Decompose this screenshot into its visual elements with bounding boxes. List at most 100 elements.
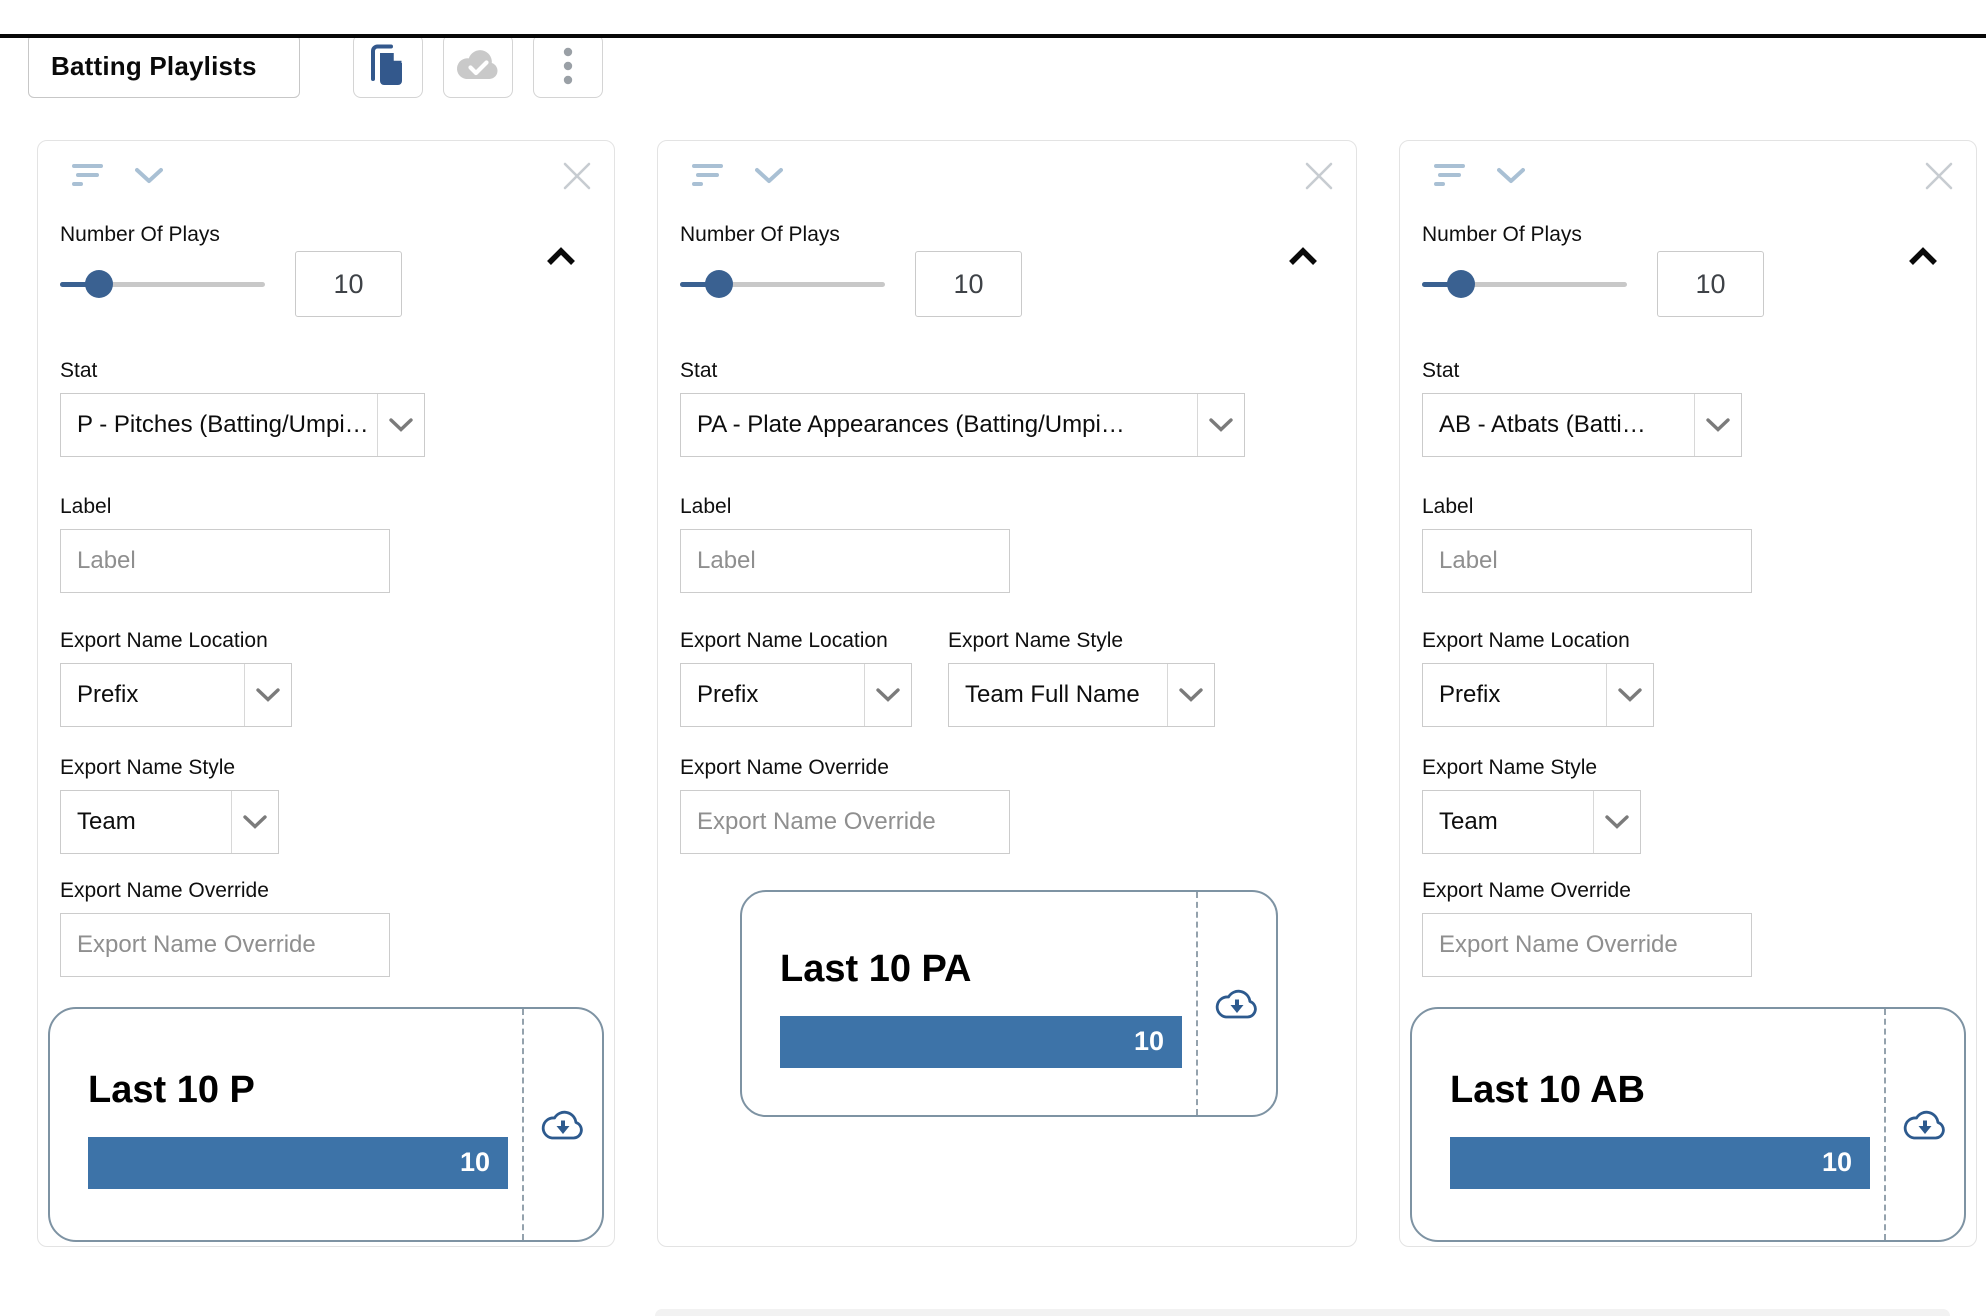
export-name-style-select[interactable]: Team: [60, 790, 279, 854]
collapse-card-button[interactable]: [1288, 247, 1318, 267]
chevron-down-icon: [1706, 418, 1730, 432]
preview-count: 10: [1133, 1026, 1164, 1056]
number-of-plays-label: Number Of Plays: [60, 223, 220, 246]
collapse-card-button[interactable]: [546, 247, 576, 267]
chevron-down-icon[interactable]: [755, 167, 783, 184]
number-of-plays-slider[interactable]: [1422, 251, 1627, 317]
close-icon: [1305, 162, 1333, 190]
stat-label: Stat: [1422, 359, 1460, 382]
number-of-plays-slider[interactable]: [680, 251, 885, 317]
export-name-location-value: Prefix: [1439, 681, 1501, 708]
stat-section: Stat AB - Atbats (Batti…: [1422, 359, 1968, 457]
chevron-down-icon[interactable]: [1497, 167, 1525, 184]
close-icon: [563, 162, 591, 190]
playlist-cards-row: Number Of Plays Stat P - Pitches (Battin…: [37, 140, 1986, 1247]
slider-fill: [1422, 282, 1461, 287]
export-name-override-section: Export Name Override: [680, 756, 1348, 854]
chevron-down-icon: [256, 688, 280, 702]
chevron-up-icon: [546, 247, 576, 267]
card-toolbar: [666, 155, 1348, 187]
export-name-location-section: Export Name Location Prefix: [60, 629, 606, 727]
export-name-override-input[interactable]: [60, 913, 390, 977]
number-of-plays-row: [680, 251, 1318, 317]
chevron-down-icon: [876, 688, 900, 702]
number-of-plays-row: [1422, 251, 1938, 317]
chevron-down-icon: [1618, 688, 1642, 702]
close-card-button[interactable]: [562, 161, 592, 191]
chevron-down-icon: [1209, 418, 1233, 432]
chevron-down-icon: [1179, 688, 1203, 702]
export-name-style-select[interactable]: Team Full Name: [948, 663, 1215, 727]
export-name-override-section: Export Name Override: [1422, 879, 1968, 977]
stat-select-value: P - Pitches (Batting/Umpi…: [77, 411, 369, 438]
export-name-location-select[interactable]: Prefix: [60, 663, 292, 727]
stat-select-value: PA - Plate Appearances (Batting/Umpi…: [697, 411, 1125, 438]
stat-select[interactable]: P - Pitches (Batting/Umpi…: [60, 393, 425, 457]
chevron-down-icon[interactable]: [135, 167, 163, 184]
filter-icon[interactable]: [1434, 163, 1465, 187]
cloud-download-icon[interactable]: [540, 1107, 586, 1143]
number-of-plays-label: Number Of Plays: [1422, 223, 1582, 246]
export-name-override-label: Export Name Override: [1422, 879, 1631, 902]
label-input[interactable]: [60, 529, 390, 593]
export-name-style-select[interactable]: Team: [1422, 790, 1641, 854]
export-name-override-label: Export Name Override: [680, 756, 889, 779]
card-toolbar: [1408, 155, 1968, 187]
page-title: Batting Playlists: [51, 50, 257, 81]
label-label: Label: [680, 495, 732, 518]
number-of-plays-input[interactable]: [915, 251, 1022, 317]
duplicate-button[interactable]: [352, 34, 423, 98]
stat-section: Stat PA - Plate Appearances (Batting/Ump…: [680, 359, 1348, 457]
more-options-button[interactable]: [532, 34, 603, 98]
stat-section: Stat P - Pitches (Batting/Umpi…: [60, 359, 606, 457]
label-label: Label: [60, 495, 112, 518]
export-name-override-input[interactable]: [1422, 913, 1752, 977]
export-name-location-select[interactable]: Prefix: [680, 663, 912, 727]
collapse-card-button[interactable]: [1908, 247, 1938, 267]
cloud-download-icon[interactable]: [1214, 986, 1260, 1022]
filter-icon[interactable]: [692, 163, 723, 187]
export-name-style-label: Export Name Style: [60, 756, 236, 779]
slider-thumb[interactable]: [704, 270, 733, 298]
playlist-title-box[interactable]: Batting Playlists: [28, 34, 300, 98]
export-name-location-select[interactable]: Prefix: [1422, 663, 1654, 727]
cloud-check-icon: [455, 48, 501, 84]
export-name-style-section: Export Name Style Team: [60, 756, 606, 854]
number-of-plays-input[interactable]: [295, 251, 402, 317]
stat-label: Stat: [60, 359, 98, 382]
kebab-menu-icon: [563, 47, 572, 85]
close-card-button[interactable]: [1924, 161, 1954, 191]
export-name-location-section: Export Name Location Prefix: [680, 629, 912, 727]
preview-export-zone: [1884, 1009, 1964, 1240]
filter-icon[interactable]: [72, 163, 103, 187]
preview-title: Last 10 P: [88, 1068, 255, 1111]
below-fold-panel-edge: [655, 1309, 1950, 1316]
select-caret: [1167, 664, 1214, 726]
slider-track: [680, 282, 885, 287]
label-input[interactable]: [1422, 529, 1752, 593]
export-name-override-label: Export Name Override: [60, 879, 269, 902]
chevron-down-icon: [389, 418, 413, 432]
preview-count-bar: 10: [88, 1136, 508, 1189]
export-name-style-value: Team: [1439, 808, 1498, 835]
stat-select[interactable]: PA - Plate Appearances (Batting/Umpi…: [680, 393, 1245, 457]
playlist-preview-chip: Last 10 P 10: [48, 1007, 604, 1242]
slider-thumb[interactable]: [84, 270, 113, 298]
export-name-location-value: Prefix: [77, 681, 139, 708]
chevron-down-icon: [1605, 815, 1629, 829]
cloud-sync-button[interactable]: [442, 34, 513, 98]
close-card-button[interactable]: [1304, 161, 1334, 191]
playlist-card-pitches: Number Of Plays Stat P - Pitches (Battin…: [37, 140, 615, 1247]
label-input[interactable]: [680, 529, 1010, 593]
number-of-plays-slider[interactable]: [60, 251, 265, 317]
preview-count: 10: [459, 1147, 490, 1177]
number-of-plays-label: Number Of Plays: [680, 223, 840, 246]
cloud-download-icon[interactable]: [1902, 1107, 1948, 1143]
playlist-card-atbats: Number Of Plays Stat AB - Atbats (Batti…: [1399, 140, 1977, 1247]
number-of-plays-input[interactable]: [1657, 251, 1764, 317]
select-caret: [1694, 394, 1741, 456]
number-of-plays-row: [60, 251, 576, 317]
slider-thumb[interactable]: [1446, 270, 1475, 298]
export-name-override-input[interactable]: [680, 790, 1010, 854]
stat-select[interactable]: AB - Atbats (Batti…: [1422, 393, 1742, 457]
